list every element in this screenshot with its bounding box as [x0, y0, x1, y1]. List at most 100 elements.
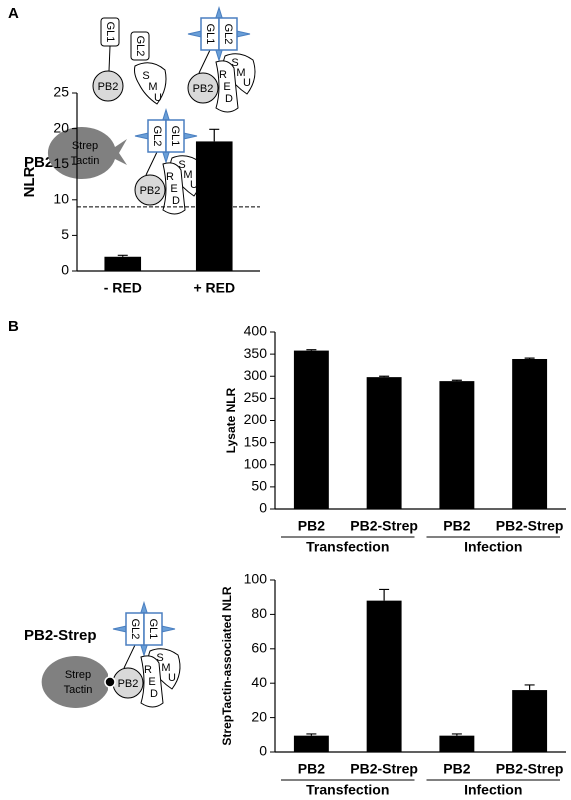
bar: [512, 358, 548, 509]
y-tick-label: 200: [244, 411, 268, 427]
y-tick-label: 20: [251, 708, 267, 724]
y-tick-label: 10: [53, 191, 69, 207]
y-axis-label: Lysate NLR: [224, 387, 238, 453]
error-bar: [451, 733, 462, 736]
pb2-domain: [134, 174, 166, 206]
error-bar: [306, 733, 317, 736]
bar: [293, 735, 329, 752]
error-bar: [306, 349, 317, 351]
y-tick-label: 60: [251, 640, 267, 656]
diagram-label: PB2: [140, 185, 161, 197]
panel-label: A: [8, 5, 19, 22]
bar: [104, 256, 142, 271]
diagram-label: S: [156, 652, 163, 664]
diagram-label: Tactin: [71, 155, 100, 167]
x-tick-label: PB2: [443, 761, 470, 777]
diagram-label: U: [168, 672, 176, 684]
group-label: Infection: [464, 539, 522, 555]
diagram-label: GL2: [222, 24, 234, 45]
diagram-label: R: [166, 171, 174, 183]
y-tick-label: 100: [244, 571, 268, 587]
pb2-domain: [187, 72, 219, 104]
tether: [198, 49, 211, 74]
y-tick-label: 25: [53, 84, 69, 100]
gl-box: [165, 119, 185, 153]
y-axis-label: StrepTactin-associated NLR: [220, 586, 234, 745]
diagram-label: D: [150, 688, 158, 700]
y-tick-label: 250: [244, 389, 268, 405]
y-tick-label: 300: [244, 367, 268, 383]
group-label: Transfection: [306, 539, 389, 555]
y-tick-label: 40: [251, 674, 267, 690]
tether: [123, 644, 136, 669]
diagram-label: E: [148, 676, 155, 688]
y-tick-label: 80: [251, 605, 267, 621]
diagram-label: GL2: [151, 126, 163, 147]
diagram-label: PB2: [118, 678, 139, 690]
diagram-label: GL1: [104, 22, 116, 43]
tether: [145, 151, 158, 176]
diagram-label: S: [178, 159, 185, 171]
bar: [366, 600, 402, 752]
x-tick-label: PB2-Strep: [496, 761, 564, 777]
x-tick-label: PB2-Strep: [496, 518, 564, 534]
diagram-label: M: [148, 81, 157, 93]
error-bar: [379, 588, 390, 601]
y-tick-label: 50: [251, 478, 267, 494]
error-bar: [451, 379, 462, 382]
diagram-label: U: [154, 92, 162, 104]
strep-tag: [104, 676, 116, 688]
diagram-label: R: [144, 664, 152, 676]
y-tick-label: 350: [244, 345, 268, 361]
diagram-label: GL2: [134, 36, 146, 57]
red-domain: [140, 655, 164, 708]
diagram-label: Tactin: [64, 684, 93, 696]
diagram-label: PB2: [98, 81, 119, 93]
y-tick-label: 0: [61, 262, 69, 278]
diagram-label: E: [223, 81, 230, 93]
error-bar: [379, 375, 390, 378]
diagram-label: U: [190, 179, 198, 191]
bar: [293, 350, 329, 509]
y-tick-label: 150: [244, 433, 268, 449]
diagram-label: M: [236, 67, 245, 79]
x-tick-label: PB2: [298, 761, 325, 777]
y-tick-label: 5: [61, 226, 69, 242]
diagram-label: GL2: [129, 619, 141, 640]
bar: [366, 377, 402, 509]
bar: [439, 381, 475, 509]
diagram-label: S: [231, 57, 238, 69]
diagram-label: GL1: [147, 619, 159, 640]
strep-tactin: [41, 656, 108, 709]
diagram-label: U: [243, 77, 251, 89]
diagram-label: E: [170, 183, 177, 195]
diagram-label: PB2: [193, 83, 214, 95]
y-tick-label: 0: [259, 500, 267, 516]
y-tick-label: 20: [53, 119, 69, 135]
diagram-label: D: [172, 195, 180, 207]
error-bar: [524, 684, 535, 691]
diagram-label: Strep: [65, 669, 91, 681]
y-tick-label: 400: [244, 323, 268, 339]
bar: [439, 735, 475, 752]
bar: [195, 141, 233, 271]
x-tick-label: PB2: [298, 518, 325, 534]
smu-domain: [134, 62, 167, 105]
y-tick-label: 0: [259, 743, 267, 759]
gl-box: [143, 612, 163, 646]
diagram-label: Strep: [72, 140, 98, 152]
diagram-label: D: [225, 93, 233, 105]
diagram-label: M: [183, 169, 192, 181]
row-label: PB2-Strep: [24, 627, 97, 644]
diagram-label: GL1: [169, 126, 181, 147]
pb2-domain: [92, 70, 124, 102]
error-bar: [117, 254, 128, 257]
row-label: PB2: [24, 154, 53, 171]
x-tick-label: PB2-Strep: [350, 518, 418, 534]
diagram-label: GL1: [204, 24, 216, 45]
tether: [108, 45, 111, 72]
gl-box: [130, 31, 150, 61]
error-bar: [209, 128, 220, 142]
y-tick-label: 15: [53, 155, 69, 171]
error-bar: [524, 357, 535, 359]
